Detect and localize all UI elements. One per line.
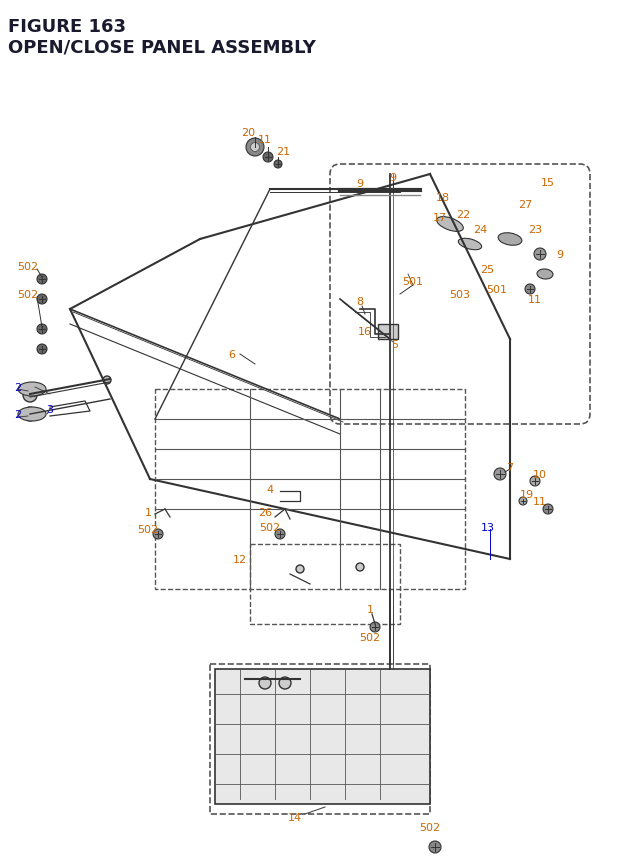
Circle shape [296,566,304,573]
Circle shape [356,563,364,572]
Circle shape [37,294,47,305]
Text: 4: 4 [266,485,273,494]
Circle shape [259,678,271,689]
Text: 11: 11 [533,497,547,506]
Text: 502: 502 [259,523,280,532]
Text: 21: 21 [276,147,290,157]
Text: 13: 13 [481,523,495,532]
Circle shape [37,275,47,285]
Circle shape [530,476,540,486]
Text: 9: 9 [556,250,564,260]
Text: 24: 24 [473,225,487,235]
Text: 26: 26 [258,507,272,517]
Text: OPEN/CLOSE PANEL ASSEMBLY: OPEN/CLOSE PANEL ASSEMBLY [8,38,316,56]
Text: 501: 501 [403,276,424,287]
Text: 18: 18 [436,193,450,202]
Circle shape [429,841,441,853]
Text: 15: 15 [541,177,555,188]
Circle shape [519,498,527,505]
Text: 19: 19 [520,489,534,499]
Text: 502: 502 [419,822,440,832]
Text: 1: 1 [367,604,374,614]
Circle shape [37,325,47,335]
Text: 11: 11 [258,135,272,145]
Circle shape [103,376,111,385]
Text: 23: 23 [528,225,542,235]
Circle shape [250,143,259,152]
Text: 7: 7 [506,462,513,473]
Text: 502: 502 [17,262,38,272]
Circle shape [23,388,37,403]
Circle shape [263,152,273,163]
Ellipse shape [18,382,46,397]
Circle shape [494,468,506,480]
Circle shape [37,344,47,355]
Ellipse shape [18,407,46,422]
Circle shape [543,505,553,514]
Text: 20: 20 [241,127,255,138]
Text: 14: 14 [288,812,302,822]
Circle shape [525,285,535,294]
Text: 9: 9 [356,179,364,189]
Circle shape [274,161,282,169]
Ellipse shape [436,217,463,232]
Circle shape [246,139,264,157]
Text: 8: 8 [356,297,364,307]
Text: 11: 11 [528,294,542,305]
Text: 1: 1 [145,507,152,517]
Text: 503: 503 [449,289,470,300]
Circle shape [23,407,37,422]
Text: 6: 6 [228,350,236,360]
Text: 2: 2 [15,410,22,419]
Text: 17: 17 [433,213,447,223]
Text: 501: 501 [486,285,508,294]
Text: 9: 9 [389,173,397,183]
Circle shape [153,530,163,539]
Text: 2: 2 [15,382,22,393]
Circle shape [275,530,285,539]
Text: 10: 10 [533,469,547,480]
Bar [215,669,430,804]
Ellipse shape [537,269,553,280]
Text: 27: 27 [518,200,532,210]
Text: 12: 12 [233,554,247,564]
Text: 22: 22 [456,210,470,220]
Bar [378,325,398,339]
Circle shape [279,678,291,689]
Circle shape [534,249,546,261]
Text: 502: 502 [17,289,38,300]
Text: 3: 3 [47,405,54,414]
Text: FIGURE 163: FIGURE 163 [8,18,126,36]
Circle shape [370,623,380,632]
Ellipse shape [498,233,522,246]
Ellipse shape [458,239,482,251]
Text: 16: 16 [358,326,372,337]
Text: 25: 25 [480,264,494,275]
Text: 5: 5 [392,339,399,350]
Text: 502: 502 [138,524,159,535]
Text: 502: 502 [360,632,381,642]
